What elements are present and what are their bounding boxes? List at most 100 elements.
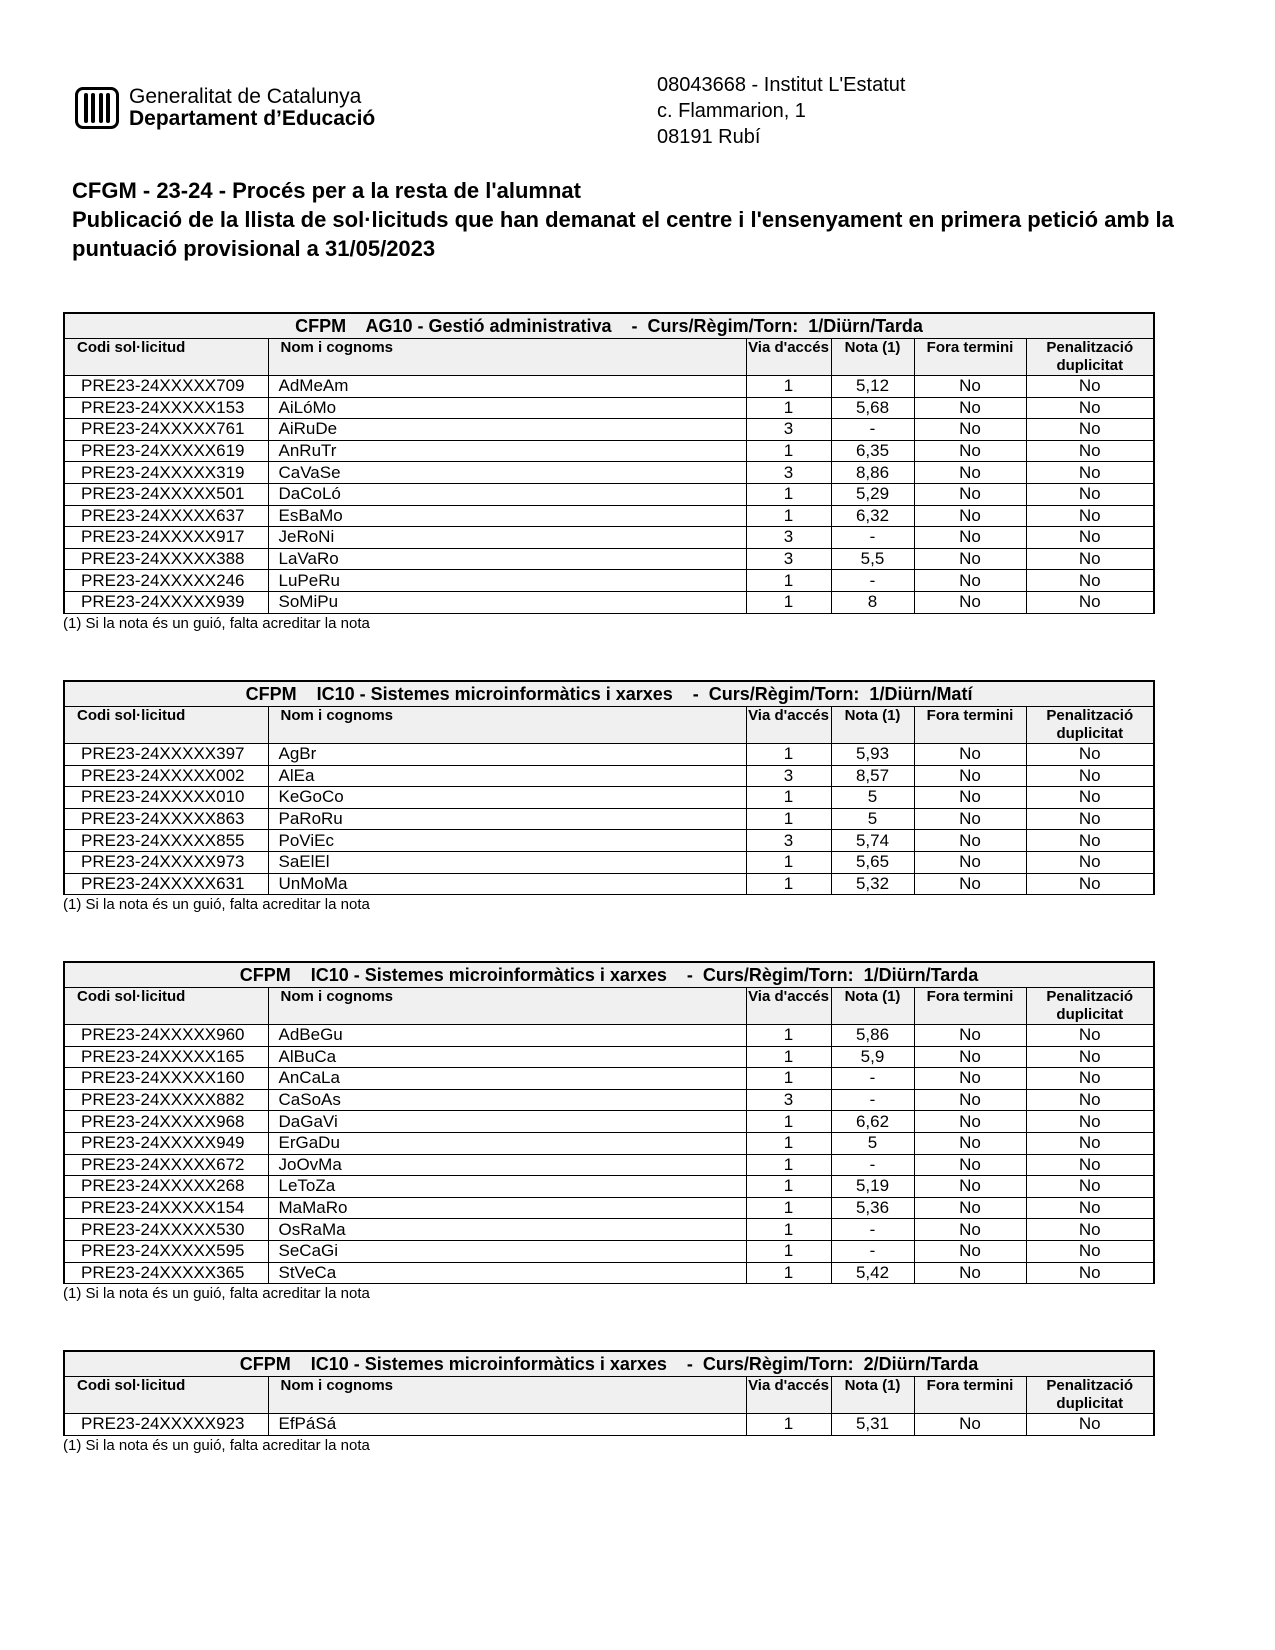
cell-penalty: No — [1025, 850, 1156, 874]
cell-grade: 5,31 — [830, 1413, 915, 1436]
cell-late: No — [913, 1218, 1027, 1241]
cell-late: No — [913, 743, 1027, 766]
cell-access: 1 — [745, 375, 832, 398]
column-header-grade: Nota (1) — [830, 987, 915, 1025]
column-header-late: Fora termini — [913, 1376, 1027, 1414]
cell-name: MaMaRo — [267, 1196, 747, 1220]
cell-penalty: No — [1025, 526, 1156, 549]
cell-grade: 5,74 — [830, 829, 915, 852]
cell-late: No — [913, 439, 1027, 463]
applications-table-block: CFPM IC10 - Sistemes microinformàtics i … — [63, 961, 1155, 1303]
cell-code: PRE23-24XXXXX365 — [63, 1261, 269, 1285]
table-row: PRE23-24XXXXX855 PoViEc 3 5,74 No No — [63, 829, 1156, 852]
generalitat-logo: Generalitat de Catalunya Departament d’E… — [75, 86, 375, 130]
cell-penalty: No — [1025, 482, 1156, 506]
cell-access: 3 — [745, 829, 832, 852]
cell-code: PRE23-24XXXXX501 — [63, 482, 269, 506]
cell-name: PoViEc — [267, 829, 747, 852]
cell-code: PRE23-24XXXXX319 — [63, 461, 269, 484]
cell-name: OsRaMa — [267, 1218, 747, 1241]
cell-code: PRE23-24XXXXX939 — [63, 590, 269, 614]
cell-penalty: No — [1025, 461, 1156, 484]
cell-grade: 5,68 — [830, 396, 915, 420]
cell-code: PRE23-24XXXXX973 — [63, 850, 269, 874]
cell-name: PaRoRu — [267, 807, 747, 831]
cell-late: No — [913, 807, 1027, 831]
cell-penalty: No — [1025, 590, 1156, 614]
cell-name: ErGaDu — [267, 1131, 747, 1155]
table-row: PRE23-24XXXXX863 PaRoRu 1 5 No No — [63, 807, 1156, 831]
cell-name: DaGaVi — [267, 1110, 747, 1133]
cell-code: PRE23-24XXXXX619 — [63, 439, 269, 463]
cell-code: PRE23-24XXXXX153 — [63, 396, 269, 420]
cell-access: 1 — [745, 569, 832, 592]
table-row: PRE23-24XXXXX002 AlEa 3 8,57 No No — [63, 764, 1156, 788]
cell-code: PRE23-24XXXXX595 — [63, 1239, 269, 1263]
cell-access: 1 — [745, 1045, 832, 1069]
cell-grade: 5,86 — [830, 1024, 915, 1047]
cell-name: AlEa — [267, 764, 747, 788]
footnote: (1) Si la nota és un guió, falta acredit… — [63, 1285, 370, 1303]
cell-name: EsBaMo — [267, 504, 747, 528]
cell-access: 1 — [745, 850, 832, 874]
cell-penalty: No — [1025, 1110, 1155, 1133]
table-row: PRE23-24XXXXX939 SoMiPu 1 8 No No — [63, 590, 1156, 614]
column-header-code: Codi sol·licitud — [63, 1376, 269, 1414]
cell-grade: 5 — [830, 1131, 915, 1155]
table-row: PRE23-24XXXXX397 AgBr 1 5,93 No No — [63, 743, 1156, 766]
coat-of-arms-icon — [75, 87, 119, 129]
cell-penalty: No — [1025, 418, 1156, 441]
table-caption: CFPM IC10 - Sistemes microinformàtics i … — [63, 961, 1155, 988]
cell-penalty: No — [1025, 1153, 1155, 1177]
cell-access: 1 — [745, 1239, 832, 1263]
table-row: PRE23-24XXXXX949 ErGaDu 1 5 No No — [63, 1131, 1155, 1155]
cell-penalty: No — [1025, 1067, 1155, 1090]
logo-line2: Departament d’Educació — [129, 107, 376, 130]
cell-code: PRE23-24XXXXX917 — [63, 526, 269, 549]
cell-late: No — [913, 482, 1027, 506]
cell-code: PRE23-24XXXXX709 — [63, 375, 269, 398]
cell-penalty: No — [1025, 1239, 1155, 1263]
table-header-row: Codi sol·licitud Nom i cognoms Via d'accés… — [63, 987, 1155, 1025]
cell-late: No — [913, 829, 1027, 852]
column-header-name: Nom i cognoms — [267, 1376, 747, 1414]
cell-grade: 8,57 — [830, 764, 915, 788]
cell-access: 1 — [745, 1024, 832, 1047]
table-row: PRE23-24XXXXX631 UnMoMa 1 5,32 No No — [63, 872, 1156, 896]
cell-grade: 5 — [830, 786, 915, 809]
cell-code: PRE23-24XXXXX882 — [63, 1088, 269, 1112]
cell-grade: 5,93 — [830, 743, 915, 766]
table-header-row: Codi sol·licitud Nom i cognoms Via d'accés… — [63, 338, 1156, 376]
cell-penalty: No — [1025, 1218, 1155, 1241]
cell-code: PRE23-24XXXXX863 — [63, 807, 269, 831]
cell-access: 1 — [745, 1261, 832, 1285]
cell-code: PRE23-24XXXXX968 — [63, 1110, 269, 1133]
table-row: PRE23-24XXXXX637 EsBaMo 1 6,32 No No — [63, 504, 1156, 528]
cell-name: AiLóMo — [267, 396, 747, 420]
cell-penalty: No — [1025, 807, 1156, 831]
cell-code: PRE23-24XXXXX631 — [63, 872, 269, 896]
cell-access: 1 — [745, 590, 832, 614]
applications-table: CFPM AG10 - Gestió administrativa - Curs… — [62, 312, 1156, 614]
column-header-code: Codi sol·licitud — [63, 987, 269, 1025]
cell-penalty: No — [1025, 1045, 1155, 1069]
cell-access: 1 — [745, 1067, 832, 1090]
cell-grade: 5,36 — [830, 1196, 915, 1220]
cell-penalty: No — [1025, 872, 1156, 896]
table-row: PRE23-24XXXXX960 AdBeGu 1 5,86 No No — [63, 1024, 1155, 1047]
table-row: PRE23-24XXXXX153 AiLóMo 1 5,68 No No — [63, 396, 1156, 420]
cell-grade: 5,19 — [830, 1175, 915, 1198]
cell-access: 1 — [745, 1196, 832, 1220]
cell-late: No — [913, 526, 1027, 549]
column-header-late: Fora termini — [913, 706, 1027, 744]
document-title: CFGM - 23-24 - Procés per a la resta de … — [72, 176, 1192, 263]
cell-late: No — [913, 375, 1027, 398]
cell-code: PRE23-24XXXXX388 — [63, 547, 269, 571]
table-row: PRE23-24XXXXX530 OsRaMa 1- No No — [63, 1218, 1155, 1241]
cell-code: PRE23-24XXXXX268 — [63, 1175, 269, 1198]
table-row: PRE23-24XXXXX595 SeCaGi 1- No No — [63, 1239, 1155, 1263]
cell-late: No — [913, 547, 1027, 571]
cell-access: 1 — [745, 743, 832, 766]
cell-access: 3 — [745, 526, 832, 549]
cell-penalty: No — [1025, 547, 1156, 571]
